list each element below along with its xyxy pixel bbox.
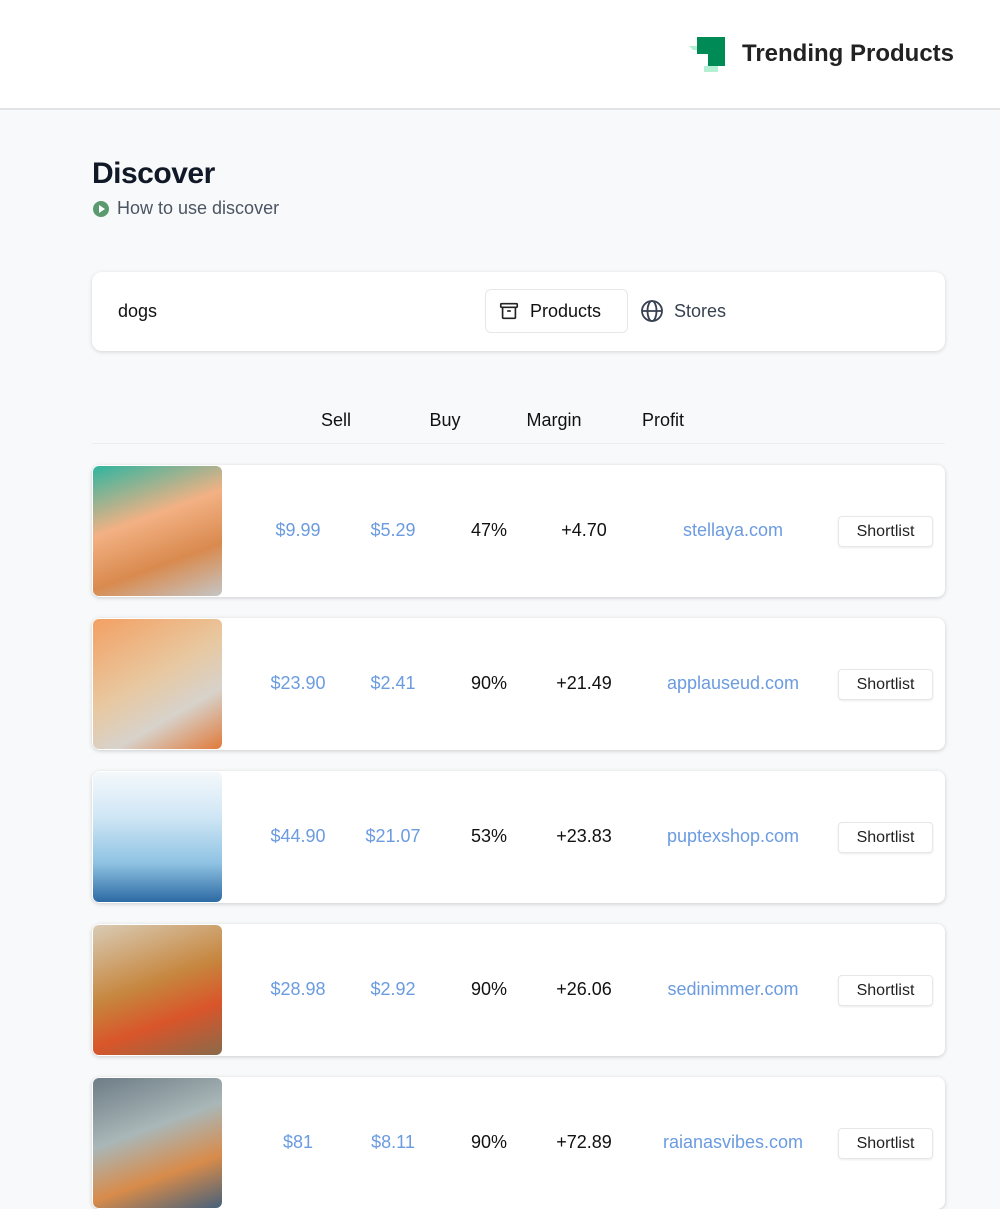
shortlist-button[interactable]: Shortlist [838,822,933,853]
search-input[interactable] [118,296,468,326]
tab-stores[interactable]: Stores [628,289,738,333]
store-link[interactable]: applauseud.com [666,673,800,693]
profit-value: +26.06 [556,979,612,999]
sell-price: $9.99 [275,520,321,540]
shortlist-button[interactable]: Shortlist [838,975,933,1006]
how-to-label: How to use discover [117,198,280,218]
product-image[interactable] [93,1078,222,1208]
buy-price: $21.07 [365,826,421,846]
profit-value: +72.89 [556,1132,612,1152]
table-row: $23.90 $2.41 90% +21.49 applauseud.com S… [92,618,945,750]
buy-price: $5.29 [370,520,416,540]
globe-icon [641,300,663,322]
store-link[interactable]: raianasvibes.com [662,1132,804,1152]
play-icon [93,200,109,217]
column-header-profit: Profit [641,410,685,430]
buy-price: $2.92 [370,979,416,999]
sell-price: $44.90 [270,826,326,846]
header-divider [92,443,945,444]
tab-stores-label: Stores [674,300,727,321]
column-header-buy: Buy [429,410,461,430]
table-row: $81 $8.11 90% +72.89 raianasvibes.com Sh… [92,1077,945,1209]
shortlist-button[interactable]: Shortlist [838,1128,933,1159]
margin-value: 53% [470,826,508,846]
margin-value: 47% [470,520,508,540]
product-image[interactable] [93,466,222,596]
store-link[interactable]: sedinimmer.com [667,979,799,999]
profit-value: +21.49 [556,673,612,693]
sell-price: $28.98 [270,979,326,999]
shortlist-button[interactable]: Shortlist [838,516,933,547]
column-header-margin: Margin [526,410,582,430]
profit-value: +4.70 [561,520,607,540]
how-to-link[interactable]: How to use discover [93,198,279,219]
brand-title: Trending Products [742,40,955,67]
table-row: $44.90 $21.07 53% +23.83 puptexshop.com … [92,771,945,903]
store-link[interactable]: puptexshop.com [666,826,800,846]
store-link[interactable]: stellaya.com [682,520,784,540]
product-image[interactable] [93,772,222,902]
page-title: Discover [92,157,215,190]
shortlist-button[interactable]: Shortlist [838,669,933,700]
buy-price: $2.41 [370,673,416,693]
buy-price: $8.11 [371,1132,415,1152]
tab-products-label: Products [530,300,602,321]
search-panel: Products Stores [92,272,945,351]
product-image[interactable] [93,619,222,749]
column-header-sell: Sell [320,410,352,430]
table-row: $28.98 $2.92 90% +26.06 sedinimmer.com S… [92,924,945,1056]
sell-price: $23.90 [270,673,326,693]
top-bar: Trending Products [0,0,1000,110]
margin-value: 90% [470,673,508,693]
product-image[interactable] [93,925,222,1055]
profit-value: +23.83 [556,826,612,846]
tab-products[interactable]: Products [485,289,628,333]
table-row: $9.99 $5.29 47% +4.70 stellaya.com Short… [92,465,945,597]
margin-value: 90% [470,979,508,999]
margin-value: 90% [470,1132,508,1152]
archive-box-icon [499,302,519,320]
sell-price: $81 [282,1132,314,1152]
logo-icon [689,37,725,72]
